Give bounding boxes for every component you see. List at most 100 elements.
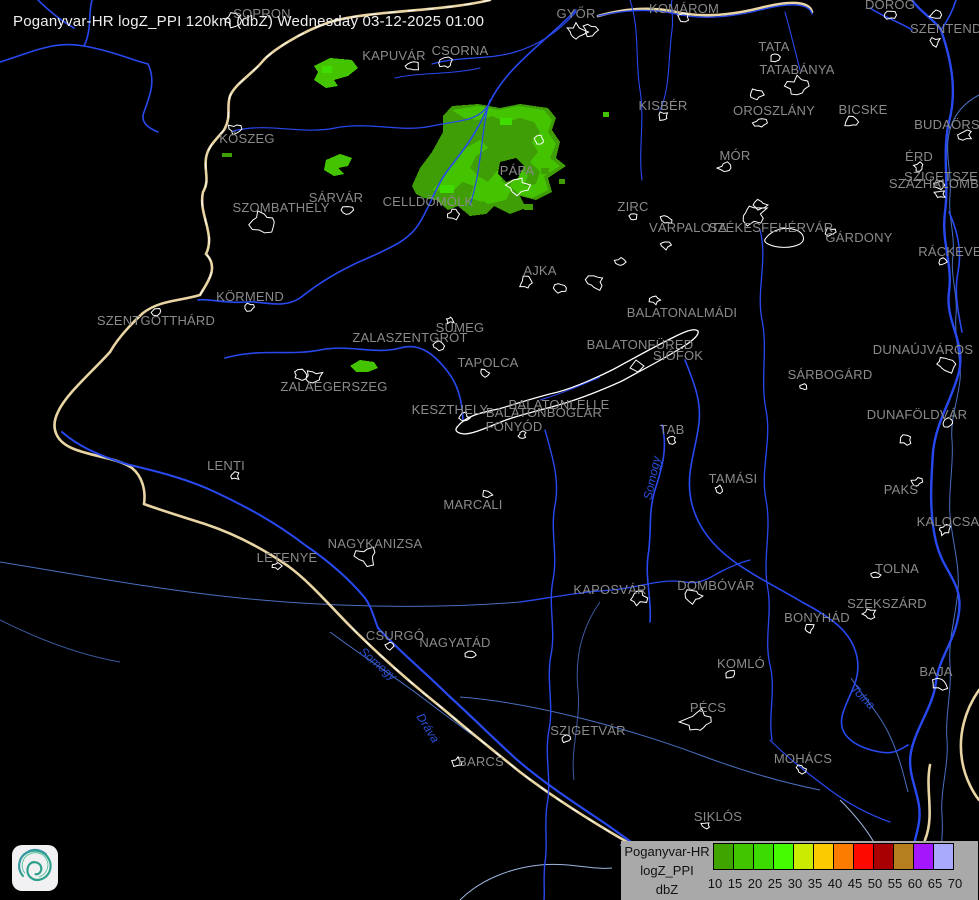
legend-tick-label: 60 <box>907 876 923 891</box>
legend-tick-label: 50 <box>867 876 883 891</box>
legend-tick-label: 65 <box>927 876 943 891</box>
legend-tick-label: 45 <box>847 876 863 891</box>
town-outline <box>224 12 243 29</box>
town-outline <box>480 368 491 378</box>
town-outline <box>230 471 240 481</box>
border-white-overlay <box>199 0 611 833</box>
town-outline <box>928 9 943 19</box>
town-outline <box>910 477 924 487</box>
town-outline <box>658 111 669 121</box>
city-boundary-shapes <box>150 9 973 830</box>
town-outline <box>942 417 954 428</box>
legend-tick-label: 15 <box>727 876 743 891</box>
town-outline <box>929 36 942 48</box>
legend-tick-label: 10 <box>707 876 723 891</box>
radar-title: Poganyvar-HR logZ_PPI 120km (dbZ) Wednes… <box>13 13 485 30</box>
town-outline <box>749 88 765 101</box>
storm-spiral-icon <box>18 848 52 882</box>
town-outline <box>517 430 527 439</box>
town-outline <box>770 53 782 63</box>
legend-cell-45 <box>853 843 874 870</box>
legend-unit: dbZ <box>655 882 679 897</box>
town-outline <box>714 484 724 495</box>
town-outline <box>293 368 308 382</box>
legend-tick-label: 20 <box>747 876 763 891</box>
town-outline <box>404 61 420 71</box>
town-outline <box>445 316 455 325</box>
town-outline <box>725 669 736 679</box>
town-outline <box>659 215 673 224</box>
town-outline <box>446 208 461 221</box>
town-outline <box>464 650 477 659</box>
radar-echo-layer <box>222 58 609 372</box>
town-outline <box>700 822 710 830</box>
county-boundary-lines <box>0 94 979 891</box>
town-outline <box>244 302 255 312</box>
town-outline <box>613 256 627 266</box>
town-outline <box>504 177 532 197</box>
town-outline <box>861 608 877 620</box>
legend-cell-30 <box>793 843 814 870</box>
legend-text: Poganyvar-HR logZ_PPI dbZ <box>621 841 713 900</box>
town-outline <box>227 124 243 136</box>
town-outline <box>659 241 673 251</box>
town-outline <box>648 295 662 306</box>
legend-cell-65 <box>933 843 954 870</box>
town-outline <box>804 623 815 634</box>
town-outline <box>742 205 769 227</box>
town-outline <box>666 435 677 445</box>
legend-cell-35 <box>813 843 834 870</box>
legend-tick-label: 35 <box>807 876 823 891</box>
town-outline <box>582 23 600 38</box>
town-outline <box>957 129 973 141</box>
town-outline <box>715 161 732 172</box>
town-outline <box>150 307 162 317</box>
town-outline <box>752 198 770 211</box>
town-outline <box>684 589 704 605</box>
town-outline <box>938 257 948 266</box>
town-outline <box>938 523 952 537</box>
legend-tick-label: 70 <box>947 876 963 891</box>
legend-cell-25 <box>773 843 794 870</box>
legend-cell-60 <box>913 843 934 870</box>
town-outline <box>870 571 882 579</box>
lake-outlines <box>455 227 804 435</box>
town-outline <box>932 677 949 691</box>
town-outline <box>552 283 567 294</box>
legend-cell-50 <box>873 843 894 870</box>
town-outline <box>677 707 712 731</box>
town-outline <box>304 370 324 384</box>
town-outline <box>271 561 283 571</box>
town-outline <box>933 179 946 191</box>
legend-cell-55 <box>893 843 914 870</box>
town-outline <box>751 118 768 128</box>
town-outline <box>628 213 638 221</box>
legend-tick-label: 25 <box>767 876 783 891</box>
town-outline <box>384 641 395 651</box>
app-logo-button[interactable] <box>12 845 58 891</box>
balaton-north-shore-river <box>539 376 601 401</box>
town-outline <box>566 21 590 40</box>
town-outline <box>451 755 463 768</box>
town-outline <box>883 10 898 20</box>
legend-tick-row: 10 15 20 25 30 35 40 45 50 55 60 65 70 <box>708 874 974 894</box>
town-outline <box>458 411 472 422</box>
town-outline <box>899 434 912 446</box>
town-outline <box>933 190 946 199</box>
town-outline <box>912 161 924 172</box>
town-outline <box>795 764 807 775</box>
town-outline <box>438 56 454 69</box>
legend-cell-20 <box>753 843 774 870</box>
town-outline <box>677 12 690 23</box>
legend-scan-type: logZ_PPI <box>640 863 694 878</box>
town-outline <box>783 74 810 96</box>
town-outline <box>561 734 572 744</box>
town-outline <box>533 134 544 145</box>
legend-cell-15 <box>733 843 754 870</box>
legend-product-name: Poganyvar-HR <box>624 844 710 859</box>
legend-cell-40 <box>833 843 854 870</box>
legend-tick-label: 40 <box>827 876 843 891</box>
